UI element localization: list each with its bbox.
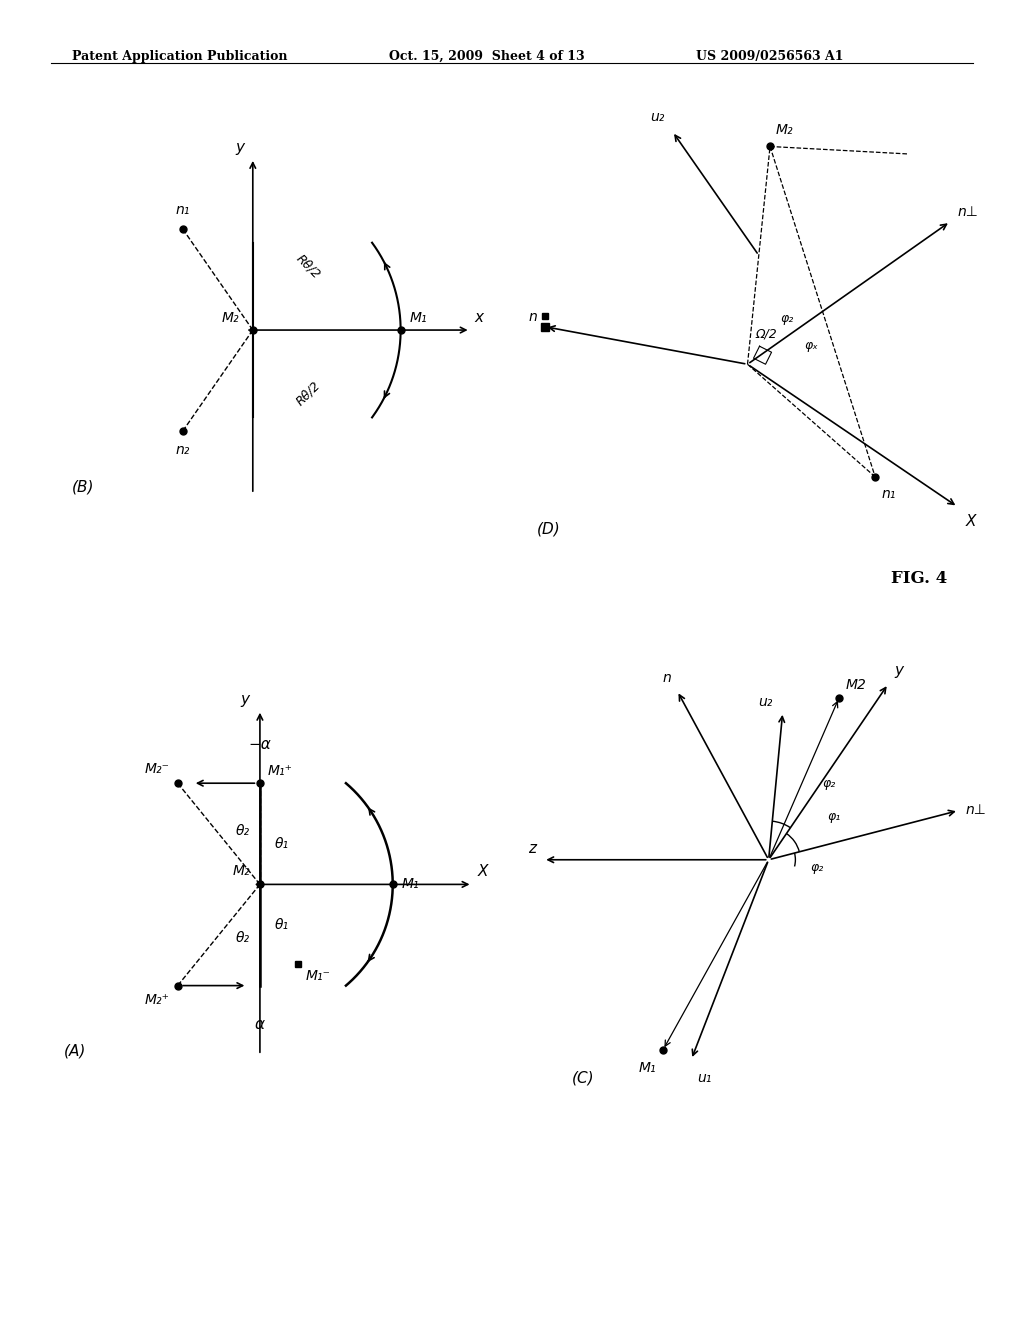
Text: X: X <box>966 515 976 529</box>
Text: M₁: M₁ <box>410 310 428 325</box>
Text: θ₂: θ₂ <box>236 931 250 945</box>
Text: M₁: M₁ <box>401 878 419 891</box>
Text: M₂⁺: M₂⁺ <box>145 993 170 1007</box>
Text: n₂: n₂ <box>176 444 190 457</box>
Text: Ω/2: Ω/2 <box>755 327 777 341</box>
Text: n: n <box>528 310 538 323</box>
Text: M₂: M₂ <box>776 124 794 137</box>
Text: u₂: u₂ <box>650 110 665 124</box>
Text: φ₁: φ₁ <box>827 810 841 824</box>
Text: u₂: u₂ <box>759 696 773 709</box>
Text: φ₂: φ₂ <box>822 776 836 789</box>
Text: n: n <box>663 671 672 685</box>
Text: n₁: n₁ <box>176 203 190 218</box>
Text: M₂: M₂ <box>222 310 240 325</box>
Text: M2: M2 <box>846 678 867 692</box>
Text: φₓ: φₓ <box>805 339 818 352</box>
Text: M₂⁻: M₂⁻ <box>145 762 170 776</box>
Text: X: X <box>477 865 488 879</box>
Text: M₂: M₂ <box>232 865 250 878</box>
Text: FIG. 4: FIG. 4 <box>891 570 947 587</box>
Text: θ₂: θ₂ <box>236 824 250 838</box>
Text: Patent Application Publication: Patent Application Publication <box>72 50 287 63</box>
Text: n₁: n₁ <box>882 487 896 502</box>
Text: u₁: u₁ <box>697 1071 712 1085</box>
Text: M₁⁺: M₁⁺ <box>267 764 293 779</box>
Text: (A): (A) <box>63 1044 86 1059</box>
Text: n⊥: n⊥ <box>957 205 979 219</box>
Text: M₁: M₁ <box>638 1061 656 1074</box>
Text: Oct. 15, 2009  Sheet 4 of 13: Oct. 15, 2009 Sheet 4 of 13 <box>389 50 585 63</box>
Text: z: z <box>528 841 537 855</box>
Text: (C): (C) <box>571 1071 594 1085</box>
Text: n⊥: n⊥ <box>966 804 987 817</box>
Text: θ₁: θ₁ <box>275 917 289 932</box>
Text: (D): (D) <box>538 521 561 537</box>
Text: θ₁: θ₁ <box>275 837 289 851</box>
Text: Rθ/2: Rθ/2 <box>293 252 323 281</box>
Text: y: y <box>241 692 250 708</box>
Text: M₁⁻: M₁⁻ <box>305 969 331 983</box>
Text: x: x <box>474 310 483 325</box>
Text: φ₂: φ₂ <box>780 313 794 325</box>
Text: Rθ/2: Rθ/2 <box>293 379 323 408</box>
Text: −α: −α <box>249 737 271 751</box>
Text: (B): (B) <box>72 479 94 494</box>
Text: α: α <box>255 1018 265 1032</box>
Text: y: y <box>894 663 903 678</box>
Text: φ₂: φ₂ <box>811 861 824 874</box>
Text: US 2009/0256563 A1: US 2009/0256563 A1 <box>696 50 844 63</box>
Text: y: y <box>236 140 245 156</box>
